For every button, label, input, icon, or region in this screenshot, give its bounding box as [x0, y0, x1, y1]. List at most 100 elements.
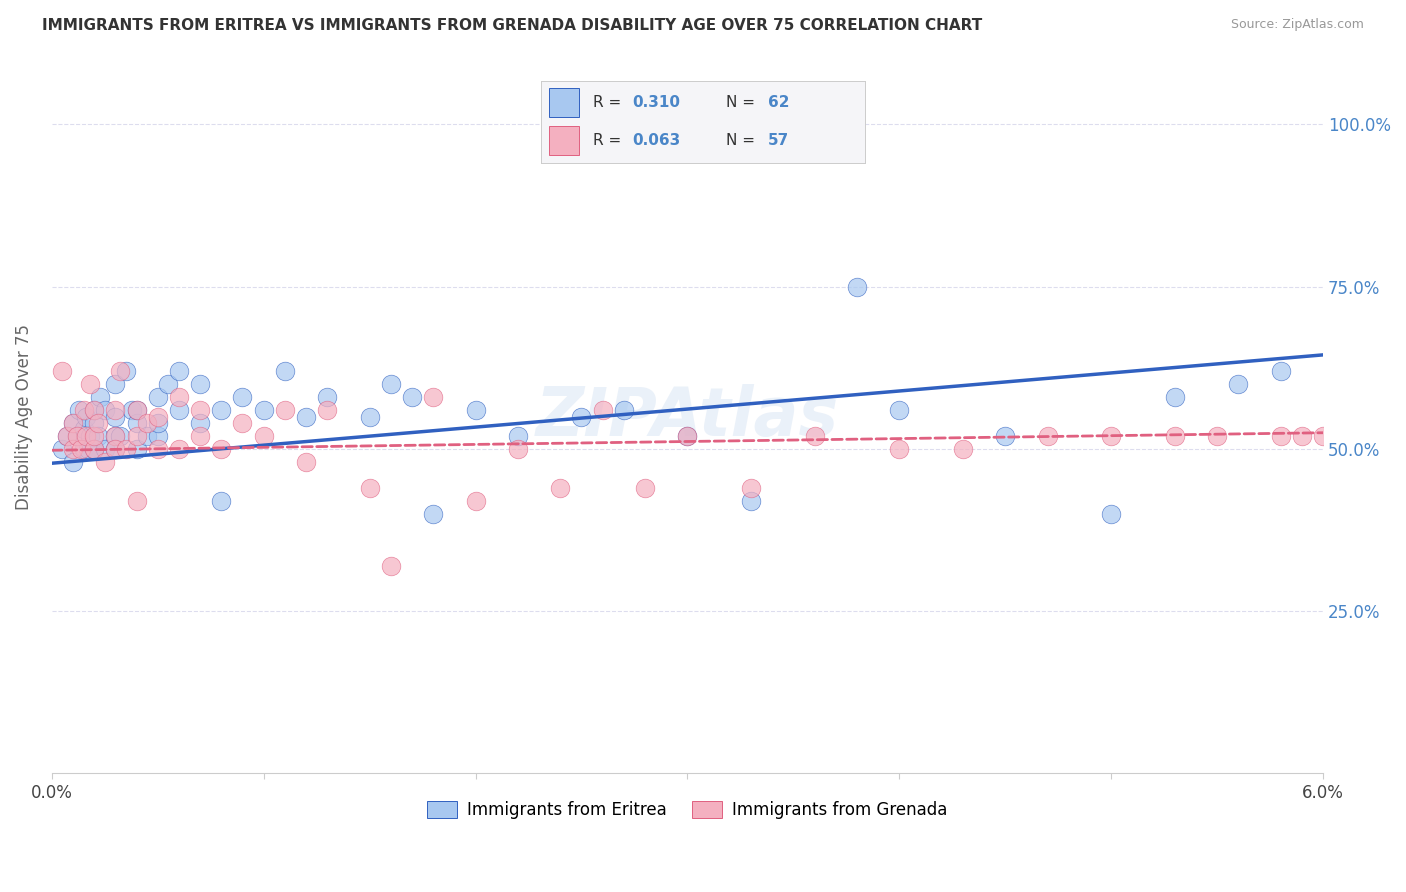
Point — [994, 429, 1017, 443]
Point — [62, 442, 84, 456]
Point — [83, 442, 105, 456]
Legend: Immigrants from Eritrea, Immigrants from Grenada: Immigrants from Eritrea, Immigrants from… — [420, 794, 955, 826]
Point — [104, 442, 127, 456]
Text: IMMIGRANTS FROM ERITREA VS IMMIGRANTS FROM GRENADA DISABILITY AGE OVER 75 CORREL: IMMIGRANTS FROM ERITREA VS IMMIGRANTS FR… — [42, 18, 983, 33]
Point — [209, 442, 232, 456]
Point — [231, 416, 253, 430]
Point — [136, 416, 159, 430]
Point — [188, 416, 211, 430]
Point — [740, 494, 762, 508]
Point — [506, 442, 529, 456]
Point — [231, 390, 253, 404]
Point — [87, 416, 110, 430]
Point — [72, 403, 94, 417]
Point — [62, 416, 84, 430]
Point — [1164, 390, 1187, 404]
Point — [1099, 507, 1122, 521]
Point — [295, 455, 318, 469]
Point — [70, 442, 93, 456]
Point — [316, 403, 339, 417]
Point — [66, 429, 89, 443]
Point — [359, 409, 381, 424]
Point — [146, 390, 169, 404]
Point — [104, 377, 127, 392]
Point — [676, 429, 699, 443]
Point — [401, 390, 423, 404]
Point — [316, 390, 339, 404]
Point — [1270, 364, 1292, 378]
Point — [83, 442, 105, 456]
Point — [295, 409, 318, 424]
Point — [55, 429, 77, 443]
Point — [167, 403, 190, 417]
Point — [104, 403, 127, 417]
Point — [66, 429, 89, 443]
Point — [422, 507, 444, 521]
Point — [380, 377, 402, 392]
Point — [676, 429, 699, 443]
Point — [464, 403, 486, 417]
Point — [115, 442, 138, 456]
Point — [889, 403, 911, 417]
Point — [55, 429, 77, 443]
Point — [188, 429, 211, 443]
Text: ZIPAtlas: ZIPAtlas — [536, 384, 839, 450]
Point — [952, 442, 974, 456]
Point — [167, 442, 190, 456]
Point — [125, 442, 148, 456]
Point — [209, 403, 232, 417]
Point — [89, 390, 111, 404]
Point — [51, 442, 73, 456]
Point — [67, 403, 90, 417]
Point — [188, 377, 211, 392]
Point — [613, 403, 636, 417]
Point — [253, 403, 276, 417]
Point — [1312, 429, 1334, 443]
Point — [634, 481, 657, 495]
Point — [79, 377, 101, 392]
Point — [1206, 429, 1229, 443]
Point — [83, 403, 105, 417]
Point — [125, 403, 148, 417]
Point — [550, 481, 572, 495]
Point — [83, 416, 105, 430]
Point — [1291, 429, 1313, 443]
Point — [125, 416, 148, 430]
Point — [157, 377, 180, 392]
Point — [83, 429, 105, 443]
Point — [136, 429, 159, 443]
Point — [79, 429, 101, 443]
Point — [1270, 429, 1292, 443]
Point — [93, 403, 115, 417]
Point — [72, 442, 94, 456]
Point — [83, 442, 105, 456]
Point — [104, 429, 127, 443]
Point — [75, 429, 97, 443]
Point — [146, 416, 169, 430]
Point — [359, 481, 381, 495]
Point — [274, 403, 297, 417]
Point — [108, 429, 131, 443]
Point — [253, 429, 276, 443]
Point — [422, 390, 444, 404]
Point — [1164, 429, 1187, 443]
Point — [571, 409, 593, 424]
Point — [1099, 429, 1122, 443]
Point — [167, 364, 190, 378]
Point — [209, 494, 232, 508]
Point — [104, 429, 127, 443]
Point — [1227, 377, 1250, 392]
Point — [62, 416, 84, 430]
Point — [93, 455, 115, 469]
Point — [75, 409, 97, 424]
Y-axis label: Disability Age Over 75: Disability Age Over 75 — [15, 324, 32, 509]
Point — [72, 422, 94, 436]
Point — [1333, 681, 1355, 696]
Point — [93, 442, 115, 456]
Point — [125, 429, 148, 443]
Point — [121, 403, 143, 417]
Point — [464, 494, 486, 508]
Point — [115, 364, 138, 378]
Point — [87, 429, 110, 443]
Point — [506, 429, 529, 443]
